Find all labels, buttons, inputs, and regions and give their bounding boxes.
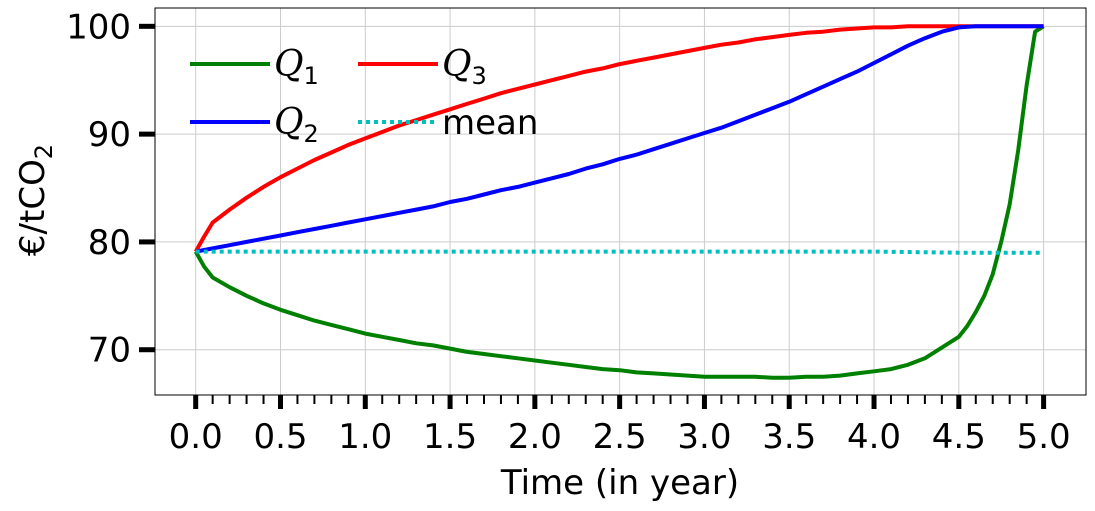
series-line-q2 bbox=[195, 24, 1044, 254]
legend-label-main: Q bbox=[274, 102, 304, 143]
y-axis-ticks: 70 80 90 100 bbox=[66, 7, 155, 371]
x-tick-label: 0.5 bbox=[253, 417, 307, 457]
legend-label: Q1 bbox=[274, 44, 319, 90]
x-tick-label: 5.0 bbox=[1017, 417, 1071, 457]
legend-label-sub: 1 bbox=[304, 62, 319, 90]
x-tick-label: 4.5 bbox=[932, 417, 986, 457]
legend-label-main: Q bbox=[442, 44, 472, 85]
legend-label-sub: 3 bbox=[472, 62, 487, 90]
y-axis-label: €/tCO2 bbox=[13, 144, 58, 256]
x-tick-label: 4.0 bbox=[847, 417, 901, 457]
series-line-q3 bbox=[193, 24, 1044, 253]
x-tick-label: 2.0 bbox=[508, 417, 562, 457]
x-axis-ticks: 0.0 0.5 1.0 1.5 2.0 2.5 3.0 3.5 4.0 4.5 5.0 bbox=[169, 395, 1071, 457]
series-lines bbox=[193, 24, 1045, 380]
y-axis-label-sub: 2 bbox=[30, 144, 58, 159]
y-axis-label-main: €/tCO bbox=[13, 159, 53, 256]
legend-label: mean bbox=[442, 103, 538, 143]
grid-lines bbox=[155, 8, 1086, 395]
legend-label: Q3 bbox=[442, 44, 487, 90]
y-tick-label: 80 bbox=[88, 223, 131, 263]
x-tick-label: 2.5 bbox=[593, 417, 647, 457]
x-tick-label: 3.0 bbox=[677, 417, 731, 457]
x-tick-label: 0.0 bbox=[169, 417, 223, 457]
x-tick-label: 1.5 bbox=[423, 417, 477, 457]
legend-label-sub: 2 bbox=[304, 120, 319, 148]
x-axis-label: Time (in year) bbox=[500, 463, 739, 503]
y-tick-label: 100 bbox=[66, 7, 131, 47]
legend-label: Q2 bbox=[274, 102, 319, 148]
y-tick-label: 90 bbox=[88, 115, 131, 155]
x-tick-label: 1.0 bbox=[338, 417, 392, 457]
x-tick-label: 3.5 bbox=[762, 417, 816, 457]
legend-label-main: Q bbox=[274, 44, 304, 85]
series-line-q1 bbox=[193, 24, 1045, 380]
y-tick-label: 70 bbox=[88, 331, 131, 371]
series-line-mean bbox=[195, 249, 1044, 255]
